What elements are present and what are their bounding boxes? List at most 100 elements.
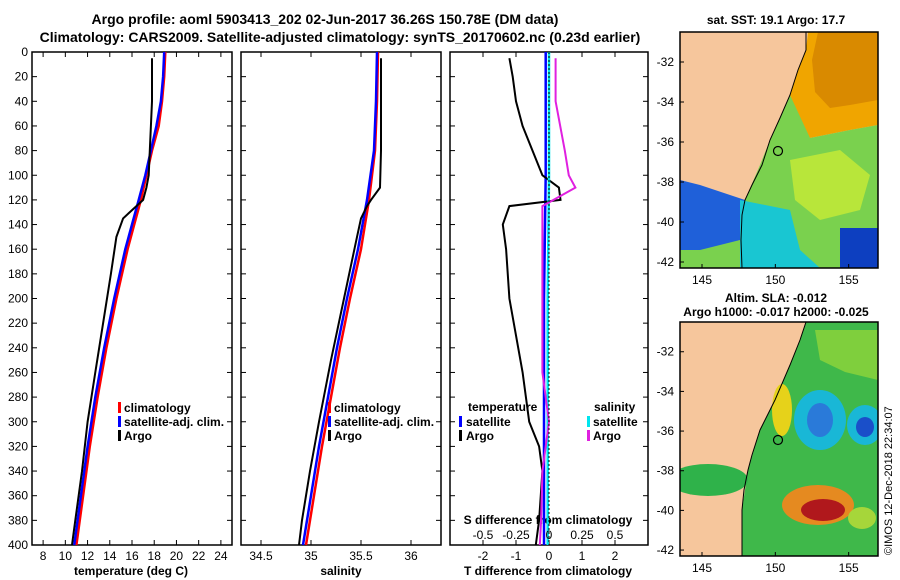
salinity-plot: 34.5 35 35.5 36 [241, 51, 441, 563]
xtick-label: 12 [81, 549, 95, 563]
temperature-xlabel: temperature (deg C) [74, 564, 188, 578]
map-xtick-label: 145 [692, 273, 712, 287]
xtick-label: 20 [170, 549, 184, 563]
legend-label-argo: Argo [124, 429, 152, 443]
difference-xlabel: T difference from climatology [464, 564, 632, 578]
legend-label-s-satellite: satellite [593, 415, 638, 429]
map-ytick-label: -40 [657, 215, 675, 229]
legend-swatch-s-satellite [587, 416, 590, 427]
ytick-label: 240 [8, 341, 28, 355]
ytick-label: 80 [15, 144, 29, 158]
legend-label-satellite: satellite-adj. clim. [334, 415, 434, 429]
map-ytick-label: -36 [657, 424, 675, 438]
series-line-satellite-adj-clim- [72, 51, 166, 546]
salinity-diff-tick-label: 0.25 [570, 528, 594, 542]
ytick-label: 280 [8, 390, 28, 404]
legend-swatch-t-argo [459, 430, 462, 441]
ytick-label: 340 [8, 464, 28, 478]
ytick-label: 300 [8, 415, 28, 429]
map-ytick-label: -36 [657, 135, 675, 149]
legend-swatch-climatology [118, 402, 121, 413]
map-ytick-label: -38 [657, 464, 675, 478]
map-ytick-label: -32 [657, 345, 675, 359]
map-ytick-label: -38 [657, 175, 675, 189]
sst-map-frame [679, 31, 879, 269]
xtick-label: 14 [103, 549, 117, 563]
temperature-panel-frame [31, 51, 233, 546]
ytick-label: 220 [8, 316, 28, 330]
sla-coastline [741, 322, 807, 556]
legend-swatch-argo [118, 430, 121, 441]
sst-cyan [740, 200, 820, 268]
sst-yellow-green [790, 150, 870, 220]
xtick-label: -2 [478, 549, 489, 563]
legend-title-temperature: temperature [468, 400, 538, 414]
sst-map-title: sat. SST: 19.1 Argo: 17.7 [707, 13, 846, 27]
difference-plot: -2 -1 0 1 2 -0.5 -0.25 0 0.25 0.5 [450, 51, 648, 563]
series-line-climatology [75, 51, 167, 546]
map-xtick-label: 155 [839, 273, 859, 287]
ytick-label: 380 [8, 513, 28, 527]
sst-deep-blue [840, 228, 878, 268]
legend-swatch-s-argo [587, 430, 590, 441]
xtick-label: 16 [125, 549, 139, 563]
series-line-satellite-adj-clim- [301, 51, 379, 546]
sst-argo-marker [772, 145, 784, 157]
legend-label-argo: Argo [334, 429, 362, 443]
salinity-xlabel: salinity [320, 564, 362, 578]
temperature-legend: climatology satellite-adj. clim. Argo [118, 401, 224, 443]
ytick-label: 140 [8, 218, 28, 232]
legend-label-satellite: satellite-adj. clim. [124, 415, 224, 429]
sst-warm-deep [812, 32, 878, 108]
xtick-label: 22 [192, 549, 206, 563]
sla-map-title: Altim. SLA: -0.012 [725, 291, 827, 305]
sla-yellow-band [772, 384, 792, 436]
series-line-s-argo [538, 58, 577, 546]
xtick-label: 34.5 [249, 549, 273, 563]
figure-title-line1: Argo profile: aoml 5903413_202 02-Jun-20… [92, 11, 559, 27]
xtick-label: 1 [579, 549, 586, 563]
legend-swatch-satellite [328, 416, 331, 427]
sla-bass-strait [680, 464, 748, 496]
map-ytick-label: -34 [657, 384, 675, 398]
ytick-label: 120 [8, 193, 28, 207]
xtick-label: 8 [40, 549, 47, 563]
sst-map [680, 32, 878, 268]
xtick-label: 2 [612, 549, 619, 563]
xtick-label: 18 [148, 549, 162, 563]
legend-label-t-satellite: satellite [466, 415, 511, 429]
salinity-legend: climatology satellite-adj. clim. Argo [328, 401, 434, 443]
legend-label-climatology: climatology [334, 401, 401, 415]
legend-swatch-argo [328, 430, 331, 441]
series-line-t-argo [501, 58, 562, 546]
sst-map-ticks: 145 150 155 -32 -34 -36 -38 -40 -42 [657, 55, 859, 287]
legend-swatch-t-satellite [459, 416, 462, 427]
map-ytick-label: -40 [657, 503, 675, 517]
map-xtick-label: 150 [765, 561, 785, 575]
ytick-label: 100 [8, 168, 28, 182]
series-line-t-satellite [542, 52, 547, 545]
series-line-s-satellite [546, 52, 551, 545]
legend-swatch-satellite [118, 416, 121, 427]
sst-coastline [740, 32, 807, 268]
ytick-label: 360 [8, 489, 28, 503]
map-xtick-label: 150 [765, 273, 785, 287]
salinity-diff-tick-label: -0.25 [502, 528, 530, 542]
ytick-label: 0 [21, 45, 28, 59]
sla-argo-marker [772, 434, 784, 446]
legend-label-t-argo: Argo [466, 429, 494, 443]
ytick-label: 180 [8, 267, 28, 281]
ytick-label: 200 [8, 292, 28, 306]
temperature-plot: 0 20 40 60 80 100 120 140 160 180 200 220 240 260 280 3… [8, 45, 232, 563]
map-ytick-label: -34 [657, 95, 675, 109]
xtick-label: 0 [546, 549, 553, 563]
map-xtick-label: 145 [692, 561, 712, 575]
xtick-label: 35 [304, 549, 318, 563]
xtick-label: -1 [511, 549, 522, 563]
figure-title-line2: Climatology: CARS2009. Satellite-adjuste… [40, 29, 641, 45]
sst-green [680, 95, 878, 268]
sla-map-frame [679, 321, 879, 557]
xtick-label: 24 [214, 549, 228, 563]
map-ytick-label: -42 [657, 543, 675, 557]
